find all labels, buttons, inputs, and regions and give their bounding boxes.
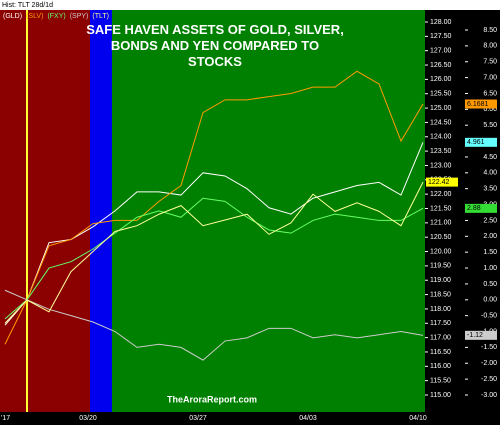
y-tick-label: 0.00 bbox=[483, 297, 497, 304]
y2-tick-label: 124.50 bbox=[430, 119, 452, 126]
y2-tick-label: 125.00 bbox=[430, 105, 452, 112]
y2-tick-label: 122.00 bbox=[430, 191, 452, 198]
y2-tick-label: 125.50 bbox=[430, 91, 452, 98]
x-tick-label: 03/27 bbox=[189, 415, 207, 422]
legend-entry: (TLT) bbox=[92, 13, 109, 20]
y2-tick-label: 118.50 bbox=[430, 291, 451, 298]
y-tick-label: 7.50 bbox=[483, 59, 497, 66]
y2-tick-label: 123.00 bbox=[430, 162, 452, 169]
y2-tick-label: 128.00 bbox=[430, 19, 452, 26]
y2-tick-label: 117.50 bbox=[430, 320, 451, 327]
y2-tick-label: 118.00 bbox=[430, 306, 451, 313]
y2-tick-label: 115.50 bbox=[430, 377, 451, 384]
y2-tick-label: 126.50 bbox=[430, 62, 452, 69]
y-tick-label: -1.50 bbox=[481, 344, 497, 351]
y-tick-label: 1.00 bbox=[483, 265, 497, 272]
end-label: 2.88 bbox=[467, 205, 481, 212]
series-line bbox=[4, 197, 424, 320]
end-label-box bbox=[465, 137, 497, 147]
y2-tick-label: 121.50 bbox=[430, 205, 452, 212]
y-tick-label: 4.50 bbox=[483, 154, 497, 161]
series-line bbox=[4, 70, 424, 345]
chart-title: SAFE HAVEN ASSETS OF GOLD, SILVER, BONDS… bbox=[86, 22, 344, 69]
y-tick-label: 6.50 bbox=[483, 90, 497, 97]
header-bar bbox=[0, 0, 500, 10]
y-tick-label: 2.50 bbox=[483, 217, 497, 224]
end-label-box bbox=[465, 330, 497, 340]
y-tick-label: 5.50 bbox=[483, 122, 497, 129]
end-label: 122.42 bbox=[428, 179, 450, 186]
legend-entry: (FXY) bbox=[47, 13, 65, 20]
y2-tick-label: 116.50 bbox=[430, 349, 451, 356]
y-tick-label: 7.00 bbox=[483, 74, 497, 81]
band-blue bbox=[90, 10, 112, 412]
y2-tick-label: 123.50 bbox=[430, 148, 452, 155]
y-tick-label: 8.50 bbox=[483, 27, 497, 34]
y-tick-label: -0.50 bbox=[481, 312, 497, 319]
end-label-box bbox=[426, 177, 458, 187]
y2-tick-label: 115.00 bbox=[430, 392, 451, 399]
y2-tick-label: 116.00 bbox=[430, 363, 451, 370]
end-label: -1.12 bbox=[467, 332, 483, 339]
x-tick-label: 04/10 bbox=[409, 415, 427, 422]
series-line bbox=[4, 289, 424, 361]
y-tick-label: 1.50 bbox=[483, 249, 497, 256]
y-tick-label: 0.50 bbox=[483, 281, 497, 288]
end-label-box bbox=[465, 99, 497, 109]
header: Hist: TLT 28d/1d bbox=[2, 2, 53, 9]
legend-entry: (GLD) bbox=[3, 13, 22, 20]
y2-tick-label: 121.00 bbox=[430, 220, 452, 227]
y2-tick-label: 119.00 bbox=[430, 277, 451, 284]
y2-tick-label: 124.00 bbox=[430, 134, 452, 141]
y2-tick-label: 127.50 bbox=[430, 33, 452, 40]
end-label: 6.1681 bbox=[467, 101, 489, 108]
end-label-box bbox=[465, 203, 497, 213]
x-tick-label: 04/03 bbox=[299, 415, 317, 422]
band-red bbox=[0, 10, 90, 412]
legend-entry: (SLV) bbox=[26, 13, 43, 20]
y2-tick-label: 127.00 bbox=[430, 48, 452, 55]
y2-tick-label: 119.50 bbox=[430, 263, 451, 270]
series-line bbox=[4, 181, 424, 324]
y2-tick-label: 126.00 bbox=[430, 76, 452, 83]
y-tick-label: -2.50 bbox=[481, 376, 497, 383]
y-tick-label: -2.00 bbox=[481, 360, 497, 367]
y2-tick-label: 117.00 bbox=[430, 334, 451, 341]
y-tick-label: 4.00 bbox=[483, 170, 497, 177]
x-tick-label: '17 bbox=[1, 415, 10, 422]
x-tick-label: 03/20 bbox=[79, 415, 97, 422]
y-tick-label: 6.00 bbox=[483, 106, 497, 113]
legend-entry: (SPY) bbox=[70, 13, 89, 20]
source: TheAroraReport.com bbox=[167, 394, 257, 404]
y2-tick-label: 120.00 bbox=[430, 248, 452, 255]
y-tick-label: -3.00 bbox=[481, 392, 497, 399]
y-tick-label: 2.00 bbox=[483, 233, 497, 240]
y2-tick-label: 120.50 bbox=[430, 234, 452, 241]
end-label: 4.961 bbox=[467, 139, 485, 146]
y-tick-label: 8.00 bbox=[483, 43, 497, 50]
y-tick-label: 3.50 bbox=[483, 186, 497, 193]
